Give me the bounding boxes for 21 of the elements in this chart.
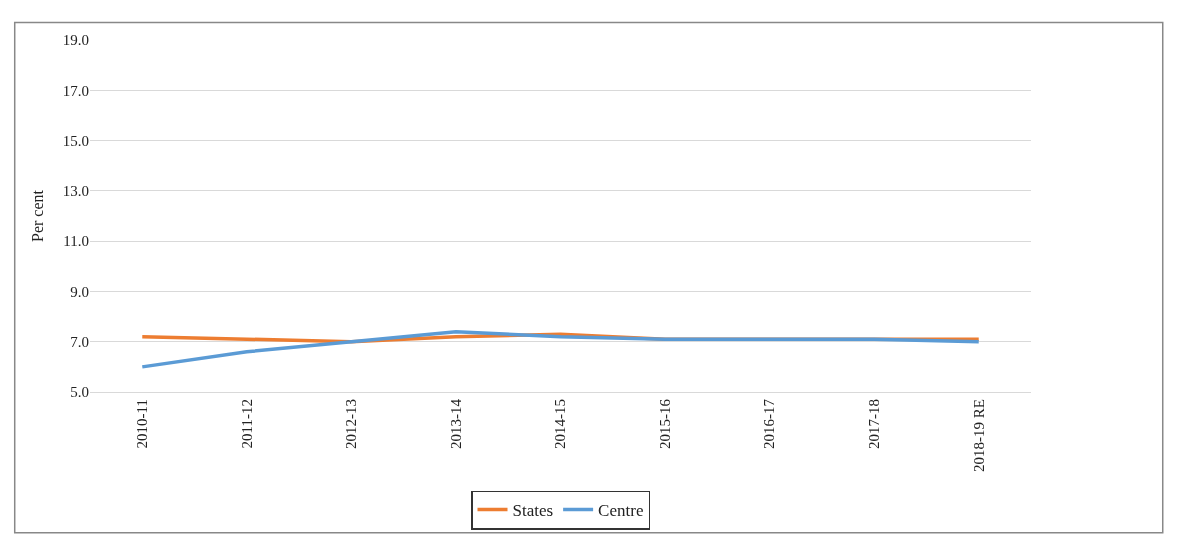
y-tick-label: 9.0 xyxy=(70,283,89,300)
x-tick-label: 2015-16 xyxy=(656,398,673,449)
y-tick-label: 7.0 xyxy=(70,333,89,350)
y-tick-label: 15.0 xyxy=(62,132,89,149)
y-tick-label: 19.0 xyxy=(62,32,89,49)
x-tick-label: 2010-11 xyxy=(134,399,151,449)
x-tick-label: 2011-12 xyxy=(238,399,255,449)
x-tick-label: 2017-18 xyxy=(866,399,883,449)
x-tick-label: 2016-17 xyxy=(761,398,778,449)
legend-label: Centre xyxy=(598,501,644,521)
y-tick-label: 5.0 xyxy=(70,384,89,401)
x-tick-label: 2018-19 RE xyxy=(970,399,987,472)
y-tick-label: 11.0 xyxy=(63,233,89,250)
line-series xyxy=(140,329,981,369)
y-tick-label: 13.0 xyxy=(62,183,89,200)
y-tick-label: 17.0 xyxy=(62,82,89,99)
x-tick-label: 2012-13 xyxy=(343,399,360,449)
legend-label: States xyxy=(512,501,554,521)
y-axis-title: Per cent xyxy=(28,189,46,242)
x-tick-label: 2013-14 xyxy=(447,398,464,449)
x-tick-label: 2014-15 xyxy=(552,399,569,449)
